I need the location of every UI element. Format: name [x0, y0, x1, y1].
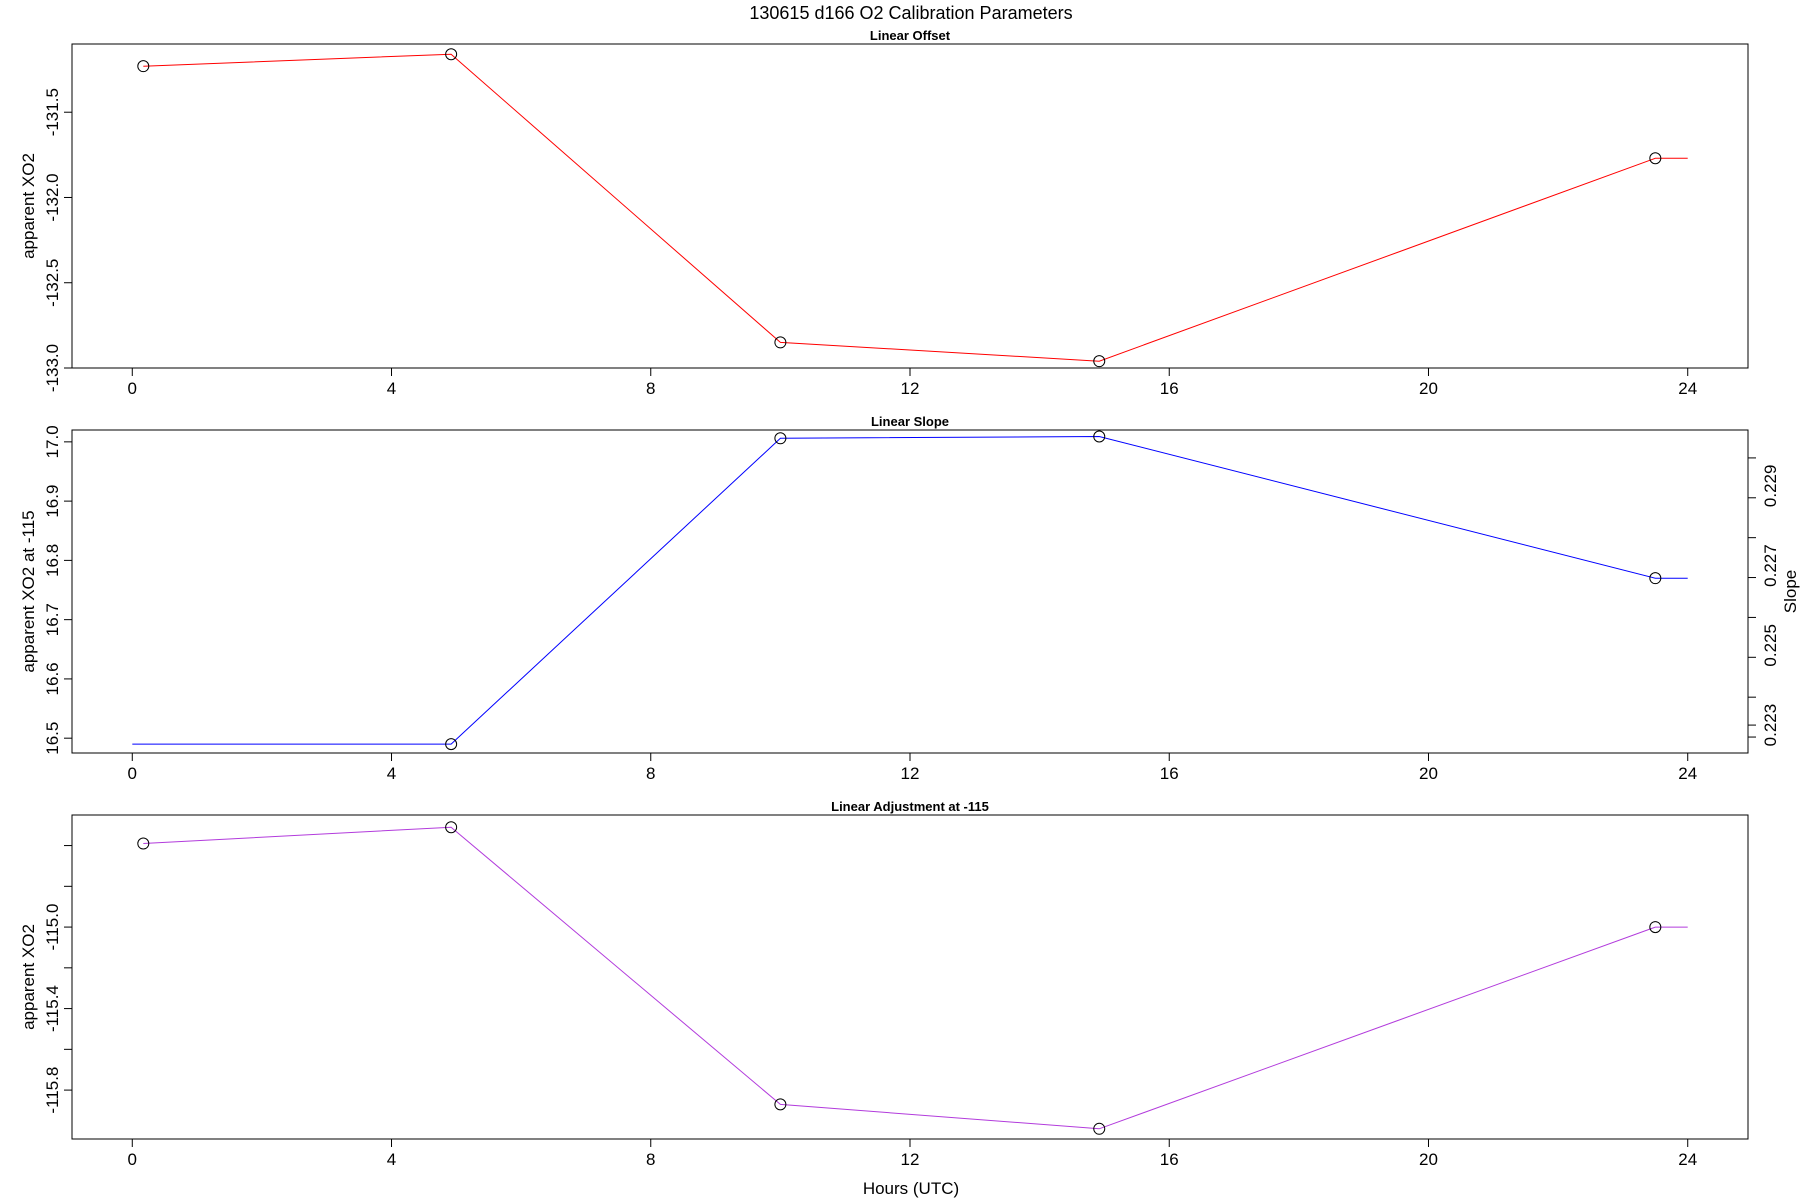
x-tick-label: 8 — [646, 379, 655, 398]
series-line — [143, 826, 1688, 1130]
y2-tick-label: 0.223 — [1761, 704, 1780, 747]
plot-frame — [71, 429, 1749, 754]
x-tick-label: 24 — [1678, 764, 1697, 783]
x-tick-label: 0 — [128, 379, 137, 398]
y-tick-label: 16.5 — [43, 722, 62, 755]
x-tick-label: 0 — [128, 764, 137, 783]
panel-title: Linear Adjustment at -115 — [831, 799, 989, 814]
x-tick-label: 8 — [646, 1150, 655, 1169]
y2-tick-label: 0.229 — [1761, 465, 1780, 508]
x-tick-label: 24 — [1678, 379, 1697, 398]
data-point — [1649, 921, 1662, 934]
panel-title: Linear Offset — [870, 28, 951, 43]
y-tick-label: 16.9 — [43, 485, 62, 518]
x-tick-label: 16 — [1160, 379, 1179, 398]
series-line — [143, 53, 1688, 362]
y-tick-label: 16.8 — [43, 544, 62, 577]
x-tick-label: 12 — [901, 1150, 920, 1169]
x-tick-label: 16 — [1160, 1150, 1179, 1169]
y-tick-label: -132.0 — [43, 173, 62, 221]
y-tick-label: -131.5 — [43, 88, 62, 136]
data-point — [774, 336, 787, 349]
x-tick-label: 20 — [1419, 764, 1438, 783]
x-tick-label: 20 — [1419, 1150, 1438, 1169]
x-tick-label: 16 — [1160, 764, 1179, 783]
x-tick-label: 4 — [387, 1150, 396, 1169]
y-tick-label: -115.0 — [43, 904, 62, 951]
panel-2: Linear Slope 0 4 8 12 16 20 24 16.5 16.6 16.7 16.8 1… — [19, 414, 1800, 783]
x-tick-label: 4 — [387, 764, 396, 783]
data-point — [1649, 152, 1662, 165]
data-point — [445, 48, 458, 61]
x-tick-label: 20 — [1419, 379, 1438, 398]
y2-tick-label: 0.227 — [1761, 544, 1780, 587]
data-point — [1093, 430, 1106, 443]
data-point — [1093, 355, 1106, 368]
y-tick-label: 16.7 — [43, 603, 62, 636]
y-tick-label: 17.0 — [43, 425, 62, 458]
x-axis-label: Hours (UTC) — [863, 1179, 959, 1198]
data-point — [445, 738, 458, 751]
data-point — [137, 837, 150, 850]
y2-axis-label: Slope — [1781, 570, 1800, 613]
plot-frame — [71, 43, 1749, 369]
data-point — [774, 432, 787, 445]
y2-tick-label: 0.225 — [1761, 624, 1780, 667]
figure-title: 130615 d166 O2 Calibration Parameters — [749, 3, 1072, 23]
panels: Linear Offset 0 4 8 12 16 20 24 -133.0 -132.5 -132… — [19, 28, 1800, 1169]
y-axis-label: apparent XO2 — [19, 924, 38, 1030]
series-line — [132, 435, 1688, 745]
data-point — [1649, 572, 1662, 585]
y-tick-label: -132.5 — [43, 259, 62, 307]
x-tick-label: 4 — [387, 379, 396, 398]
y-tick-label: 16.6 — [43, 662, 62, 695]
y-axis-label: apparent XO2 — [19, 153, 38, 259]
data-point — [774, 1098, 787, 1111]
panel-3: Linear Adjustment at -115 0 4 8 12 16 20 24 -115… — [19, 799, 1749, 1169]
plot-frame — [71, 814, 1749, 1140]
panel-1: Linear Offset 0 4 8 12 16 20 24 -133.0 -132.5 -132… — [19, 28, 1749, 398]
x-tick-label: 12 — [901, 379, 920, 398]
y-tick-label: -115.4 — [43, 985, 62, 1032]
x-tick-label: 8 — [646, 764, 655, 783]
panel-title: Linear Slope — [871, 414, 949, 429]
y-tick-label: -115.8 — [43, 1067, 62, 1114]
x-tick-label: 0 — [128, 1150, 137, 1169]
y-axis-label: apparent XO2 at -115 — [19, 510, 38, 672]
y-tick-label: -133.0 — [43, 344, 62, 392]
data-point — [1093, 1122, 1106, 1135]
x-tick-label: 12 — [901, 764, 920, 783]
x-tick-label: 24 — [1678, 1150, 1697, 1169]
data-point — [445, 821, 458, 834]
data-point — [137, 60, 150, 73]
